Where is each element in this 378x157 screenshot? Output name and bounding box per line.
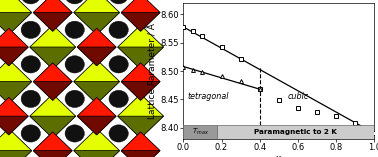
Polygon shape xyxy=(33,132,72,151)
Polygon shape xyxy=(121,132,160,157)
Polygon shape xyxy=(77,97,116,116)
Polygon shape xyxy=(0,0,32,13)
Polygon shape xyxy=(33,0,72,31)
Polygon shape xyxy=(0,151,32,157)
Text: $T_{max}$: $T_{max}$ xyxy=(192,127,209,137)
Polygon shape xyxy=(121,13,160,31)
Polygon shape xyxy=(33,132,72,157)
Circle shape xyxy=(109,56,128,73)
Polygon shape xyxy=(121,0,160,31)
Circle shape xyxy=(109,125,128,142)
Polygon shape xyxy=(30,25,76,47)
Polygon shape xyxy=(0,60,32,104)
Polygon shape xyxy=(118,94,163,116)
Polygon shape xyxy=(121,82,160,100)
Polygon shape xyxy=(30,94,76,116)
Polygon shape xyxy=(74,151,119,157)
Polygon shape xyxy=(33,82,72,100)
Circle shape xyxy=(109,0,128,4)
Polygon shape xyxy=(74,60,119,82)
Polygon shape xyxy=(0,28,28,47)
Circle shape xyxy=(65,21,84,38)
Polygon shape xyxy=(118,116,163,138)
Polygon shape xyxy=(30,47,76,69)
Polygon shape xyxy=(121,0,160,13)
Polygon shape xyxy=(121,151,160,157)
Polygon shape xyxy=(0,97,28,135)
Polygon shape xyxy=(121,63,160,100)
Polygon shape xyxy=(0,82,32,104)
Polygon shape xyxy=(118,25,163,47)
Polygon shape xyxy=(0,97,28,116)
Bar xyxy=(183,125,217,139)
Circle shape xyxy=(21,0,40,4)
Polygon shape xyxy=(33,151,72,157)
Polygon shape xyxy=(30,25,76,69)
Polygon shape xyxy=(0,116,28,135)
Polygon shape xyxy=(33,13,72,31)
Polygon shape xyxy=(74,82,119,104)
Polygon shape xyxy=(74,129,119,151)
Circle shape xyxy=(21,90,40,108)
Polygon shape xyxy=(0,47,28,66)
Text: Ba$_2$Nd$_{1-x}$Y$_x$MoO$_6$: Ba$_2$Nd$_{1-x}$Y$_x$MoO$_6$ xyxy=(251,0,370,3)
Polygon shape xyxy=(74,0,119,13)
Polygon shape xyxy=(74,0,119,35)
Text: Paramagnetic to 2 K: Paramagnetic to 2 K xyxy=(254,129,337,135)
Polygon shape xyxy=(77,97,116,135)
Polygon shape xyxy=(77,116,116,135)
Polygon shape xyxy=(30,116,76,138)
Circle shape xyxy=(21,56,40,73)
Text: tetragonal: tetragonal xyxy=(187,92,229,101)
Polygon shape xyxy=(118,25,163,69)
Circle shape xyxy=(109,90,128,108)
Polygon shape xyxy=(118,47,163,69)
Polygon shape xyxy=(0,129,32,157)
Polygon shape xyxy=(30,94,76,138)
Polygon shape xyxy=(33,0,72,13)
Polygon shape xyxy=(0,60,32,82)
Text: cubic: cubic xyxy=(287,92,308,101)
Circle shape xyxy=(21,125,40,142)
Polygon shape xyxy=(77,28,116,47)
Polygon shape xyxy=(33,63,72,100)
Polygon shape xyxy=(121,63,160,82)
Circle shape xyxy=(109,21,128,38)
Bar xyxy=(217,125,374,139)
Polygon shape xyxy=(0,28,28,66)
Circle shape xyxy=(21,21,40,38)
Polygon shape xyxy=(74,13,119,35)
Polygon shape xyxy=(77,47,116,66)
Circle shape xyxy=(65,90,84,108)
Circle shape xyxy=(65,56,84,73)
Polygon shape xyxy=(118,94,163,138)
Polygon shape xyxy=(74,129,119,157)
Polygon shape xyxy=(0,13,32,35)
Polygon shape xyxy=(74,60,119,104)
X-axis label: x: x xyxy=(276,154,282,157)
Polygon shape xyxy=(0,0,32,35)
Circle shape xyxy=(65,0,84,4)
Y-axis label: Lattice Parameter / Å: Lattice Parameter / Å xyxy=(149,23,158,119)
Polygon shape xyxy=(77,28,116,66)
Polygon shape xyxy=(121,132,160,151)
Polygon shape xyxy=(33,63,72,82)
Circle shape xyxy=(65,125,84,142)
Polygon shape xyxy=(0,129,32,151)
